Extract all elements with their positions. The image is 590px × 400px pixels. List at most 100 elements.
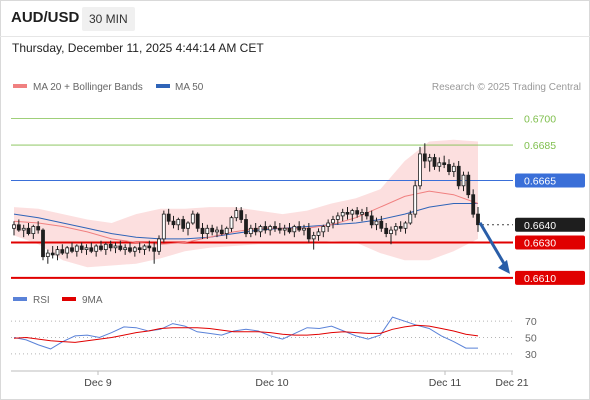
candle-body [99,245,103,250]
candle-body [364,211,369,217]
candle-body [166,213,171,222]
candle-body [360,211,364,215]
candle-body [45,252,50,258]
rsi-tick-label: 50 [525,333,537,345]
price-levels [11,118,513,279]
rsi-panel: 70 50 30 [11,316,537,361]
candle-body [422,153,427,162]
price-label-box-last [515,217,585,232]
candle-body [277,227,282,231]
rsi-legend-swatch [13,297,27,301]
time-axis-label: Dec 21 [495,377,528,389]
candle-body [292,226,297,233]
candle-body [70,247,74,252]
candle-body [437,162,442,167]
projection-arrow-head [498,259,510,274]
price-labels: 0.6700 0.6685 0.6665 0.6640 0.6630 0.6610 [515,114,585,285]
price-label-target: 0.6685 [524,140,556,152]
candle-body [427,157,432,162]
candle-body [418,153,422,187]
candle-body [161,213,166,240]
price-label-box-support [515,270,585,285]
ma50-legend-swatch [156,84,170,88]
candle-body [60,249,65,254]
price-label-box-pivot [515,173,585,188]
rsi-line [13,316,478,350]
candle-body [157,238,161,252]
candle-body [195,213,200,229]
candle-body [451,165,456,173]
candle-body [94,245,99,252]
candle-body [205,227,210,235]
rsi-tick-label: 70 [525,316,537,328]
candle-body [50,252,55,256]
chart-datetime: Thursday, December 11, 2025 4:44:14 AM C… [12,41,264,55]
candle-body [248,227,253,235]
candle-body [118,245,123,250]
time-axis-label: Dec 11 [429,377,462,389]
candle-body [268,226,273,231]
timeframe-badge[interactable]: 30 MIN [82,7,135,31]
candle-body [181,219,186,229]
rsi-ma-legend-swatch [62,297,76,301]
candle-body [287,227,292,233]
candle-body [142,245,147,250]
candle-body [171,220,176,226]
candle-body [447,164,451,172]
candle-body [239,210,244,220]
candle-body [210,227,215,233]
projection-arrow-shaft [478,222,508,268]
candle-body [398,226,403,229]
candle-body [384,227,389,235]
candle-body [152,247,157,252]
candle-body [128,247,132,252]
chart-header: AUD/USD 30 MIN [0,0,590,37]
candle-body [476,213,480,226]
candle-body [374,220,379,226]
candle-body [89,247,94,252]
bollinger-band-area [14,139,478,268]
candle-body [311,234,316,240]
candle-body [132,247,137,252]
rsi-ma-legend-label: 9MA [82,295,103,306]
candle-body [219,229,224,235]
candle-body [176,219,181,226]
candle-body [108,243,113,249]
pair-title: AUD/USD [11,9,80,26]
candle-body [297,226,302,231]
ma20-legend-swatch [13,84,27,88]
candle-body [12,224,16,229]
candle-body [456,165,461,187]
candle-body [253,227,258,233]
candle-body [306,227,311,240]
candle-body [350,210,355,215]
candle-body [55,249,60,256]
candle-body [403,222,408,229]
candle-body [200,227,205,235]
candle-body [229,217,234,229]
rsi-legend-label: RSI [33,295,50,306]
candle-body [393,226,398,231]
candle-body [224,227,229,235]
candle-body [113,245,118,249]
candle-body [137,247,142,251]
candle-body [123,247,128,251]
candle-body [244,219,248,235]
candle-body [413,185,418,215]
candle-body [316,231,321,236]
candle-body [103,243,108,251]
price-label-box-support [515,235,585,250]
candle-body [326,222,331,227]
candle-body [26,227,31,235]
research-credit: Research © 2025 Trading Central [432,82,581,93]
candle-body [331,219,335,224]
candle-body [442,162,447,166]
price-label-pivot: 0.6665 [524,176,556,188]
candle-body [79,245,84,250]
price-label-target: 0.6700 [524,114,556,126]
candle-body [215,229,219,233]
candle-body [16,224,21,231]
candle-body [408,213,413,224]
candle-body [369,215,374,226]
candle-body [302,227,306,231]
